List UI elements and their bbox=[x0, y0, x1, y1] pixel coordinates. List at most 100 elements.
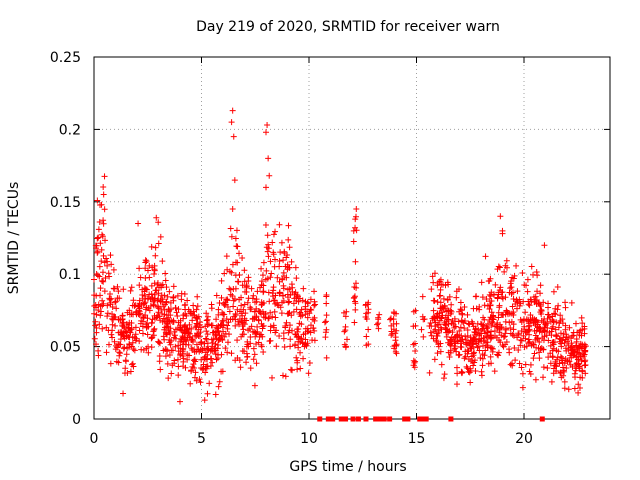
data-point bbox=[393, 350, 400, 357]
data-point bbox=[454, 338, 461, 345]
data-point-zero bbox=[420, 416, 426, 422]
data-point bbox=[510, 326, 517, 333]
data-point bbox=[92, 318, 99, 325]
data-point bbox=[222, 330, 229, 337]
data-point bbox=[109, 334, 116, 341]
data-point bbox=[95, 347, 102, 354]
data-point bbox=[121, 344, 128, 351]
data-point bbox=[540, 337, 547, 344]
data-point bbox=[269, 239, 276, 246]
data-point bbox=[98, 201, 105, 208]
data-point bbox=[234, 337, 241, 344]
data-point bbox=[221, 302, 228, 309]
data-point bbox=[462, 353, 469, 360]
data-point bbox=[136, 265, 143, 272]
data-point bbox=[192, 369, 199, 376]
y-tick-label: 0.1 bbox=[59, 267, 81, 283]
data-point bbox=[280, 257, 287, 264]
data-point bbox=[518, 328, 525, 335]
data-point bbox=[323, 300, 330, 307]
data-point bbox=[572, 320, 579, 327]
data-point bbox=[234, 259, 241, 266]
data-point bbox=[227, 286, 234, 293]
data-point bbox=[152, 252, 159, 259]
data-point bbox=[254, 323, 261, 330]
data-point bbox=[388, 332, 395, 339]
data-point bbox=[578, 358, 585, 365]
data-point bbox=[163, 284, 170, 291]
data-point bbox=[151, 325, 158, 332]
data-point bbox=[116, 341, 123, 348]
data-point bbox=[142, 275, 149, 282]
data-point-zero bbox=[423, 416, 429, 422]
data-point bbox=[533, 344, 540, 351]
data-point bbox=[170, 318, 177, 325]
data-point bbox=[253, 330, 260, 337]
data-point bbox=[263, 267, 270, 274]
data-point bbox=[286, 285, 293, 292]
data-point bbox=[265, 289, 272, 296]
data-point bbox=[475, 327, 482, 334]
data-point bbox=[195, 346, 202, 353]
data-point bbox=[167, 312, 174, 319]
data-point bbox=[446, 293, 453, 300]
data-point bbox=[412, 347, 419, 354]
data-point bbox=[448, 308, 455, 315]
data-point bbox=[580, 350, 587, 357]
y-tick-label: 0.25 bbox=[50, 50, 81, 66]
data-point bbox=[235, 318, 242, 325]
data-point bbox=[96, 273, 103, 280]
data-point bbox=[286, 298, 293, 305]
data-point bbox=[555, 302, 562, 309]
data-point bbox=[92, 304, 99, 311]
data-point bbox=[157, 366, 164, 373]
data-point bbox=[244, 299, 251, 306]
data-point bbox=[247, 304, 254, 311]
data-point bbox=[434, 350, 441, 357]
data-point bbox=[150, 328, 157, 335]
data-point-zero bbox=[373, 416, 379, 422]
data-point bbox=[537, 345, 544, 352]
data-point bbox=[203, 328, 210, 335]
data-point bbox=[321, 319, 328, 326]
data-point bbox=[224, 297, 231, 304]
data-point bbox=[536, 355, 543, 362]
data-point bbox=[280, 335, 287, 342]
data-point bbox=[488, 298, 495, 305]
data-point bbox=[310, 325, 317, 332]
data-point bbox=[453, 332, 460, 339]
data-point bbox=[208, 305, 215, 312]
data-point bbox=[162, 277, 169, 284]
data-point bbox=[212, 332, 219, 339]
data-point bbox=[471, 332, 478, 339]
data-point bbox=[181, 302, 188, 309]
data-point bbox=[487, 353, 494, 360]
data-point bbox=[294, 366, 301, 373]
data-point bbox=[484, 302, 491, 309]
data-point bbox=[516, 360, 523, 367]
data-point bbox=[104, 310, 111, 317]
data-point bbox=[156, 358, 163, 365]
data-point bbox=[515, 330, 522, 337]
data-point bbox=[205, 346, 212, 353]
data-point bbox=[306, 310, 313, 317]
data-point bbox=[573, 353, 580, 360]
data-point bbox=[266, 298, 273, 305]
data-point bbox=[124, 345, 131, 352]
data-point bbox=[218, 321, 225, 328]
data-point bbox=[272, 314, 279, 321]
data-point bbox=[204, 313, 211, 320]
data-point bbox=[169, 347, 176, 354]
data-point bbox=[215, 336, 222, 343]
data-point bbox=[129, 360, 136, 367]
data-point bbox=[120, 390, 127, 397]
data-point bbox=[271, 263, 278, 270]
data-point bbox=[216, 300, 223, 307]
data-point bbox=[478, 368, 485, 375]
data-point bbox=[146, 307, 153, 314]
data-point bbox=[101, 173, 108, 180]
data-point bbox=[581, 323, 588, 330]
data-point bbox=[224, 322, 231, 329]
data-point bbox=[233, 227, 240, 234]
data-point bbox=[555, 348, 562, 355]
